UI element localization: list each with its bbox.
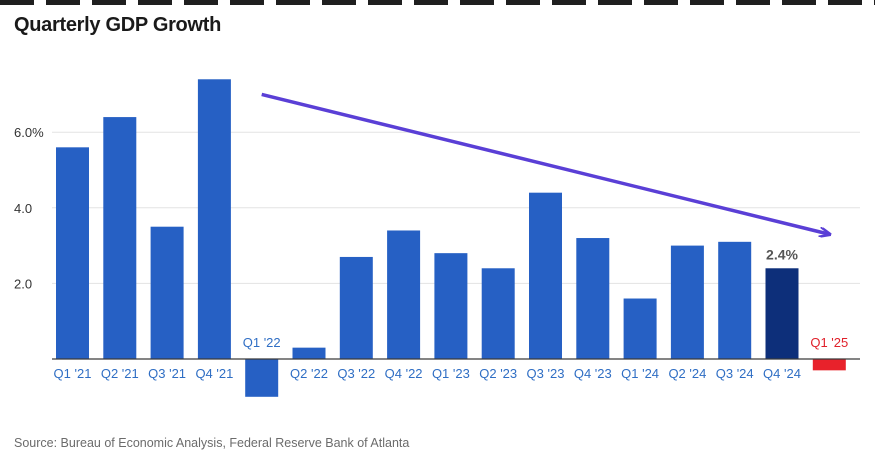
trend-arrow-line	[261, 92, 830, 234]
bar	[56, 147, 89, 359]
bar	[529, 192, 562, 359]
x-tick-label: Q2 '24	[668, 366, 706, 381]
y-tick-label: 6.0%	[14, 125, 44, 140]
bar	[292, 347, 326, 359]
bar	[576, 238, 610, 359]
x-tick-label: Q1 '23	[432, 366, 470, 381]
x-tick-label: Q1 '22	[243, 335, 281, 350]
x-tick-label: Q4 '21	[195, 366, 233, 381]
bar	[387, 230, 421, 359]
bar	[812, 359, 846, 371]
source-note: Source: Bureau of Economic Analysis, Fed…	[14, 436, 410, 450]
bar	[245, 359, 279, 397]
x-tick-label: Q2 '21	[101, 366, 139, 381]
data-label: 2.4%	[766, 246, 798, 262]
y-tick-label: 2.0	[14, 276, 32, 291]
bar	[765, 268, 799, 359]
x-tick-label: Q4 '22	[385, 366, 423, 381]
bar	[197, 79, 231, 359]
bar	[481, 268, 515, 359]
x-tick-label: Q3 '23	[527, 366, 565, 381]
trend-arrow	[261, 92, 830, 234]
x-tick-label: Q3 '24	[716, 366, 754, 381]
top-decorative-bar	[0, 0, 875, 5]
labels: 2.0 4.0 6.0% Q1 '21 Q2 '21 Q3 '21 Q4 '21 Q1 '22…	[14, 125, 848, 381]
bar	[103, 117, 137, 359]
bar	[150, 226, 184, 359]
chart-title: Quarterly GDP Growth	[14, 14, 222, 36]
x-tick-label: Q4 '24	[763, 366, 801, 381]
x-tick-label: Q3 '22	[337, 366, 375, 381]
x-tick-label: Q2 '22	[290, 366, 328, 381]
x-tick-label: Q1 '25	[810, 335, 848, 350]
x-tick-label: Q1 '24	[621, 366, 659, 381]
x-tick-label: Q1 '21	[54, 366, 92, 381]
bar	[718, 241, 752, 359]
bar	[670, 245, 704, 359]
bar	[339, 256, 373, 359]
x-tick-label: Q4 '23	[574, 366, 612, 381]
bars	[56, 79, 846, 397]
y-tick-label: 4.0	[14, 201, 32, 216]
bar	[623, 298, 657, 359]
x-tick-label: Q2 '23	[479, 366, 517, 381]
x-tick-label: Q3 '21	[148, 366, 186, 381]
bar	[434, 253, 468, 359]
